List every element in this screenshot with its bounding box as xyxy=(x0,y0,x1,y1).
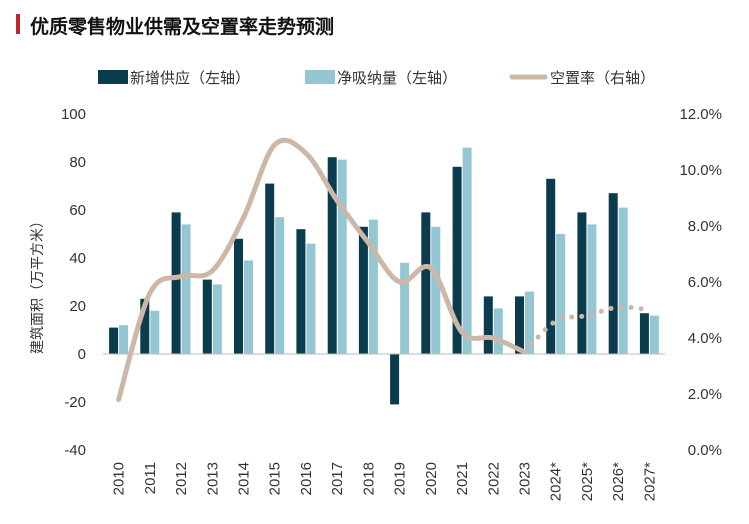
bar-net-absorption xyxy=(337,159,347,354)
x-tick-label: 2020 xyxy=(423,462,440,495)
bar-new-supply xyxy=(608,193,618,354)
y-tick-label: -20 xyxy=(64,394,86,411)
bar-new-supply xyxy=(234,238,243,354)
bar-net-absorption xyxy=(400,262,410,354)
vacancy-line xyxy=(116,137,652,403)
bar-new-supply xyxy=(452,166,462,354)
y2-tick-label: 4.0% xyxy=(688,330,722,347)
x-tick-label: 2017 xyxy=(329,462,346,495)
y-tick-label: -40 xyxy=(64,442,86,459)
bar-new-supply xyxy=(639,313,649,354)
bar-net-absorption xyxy=(244,260,253,354)
bar-new-supply xyxy=(265,183,275,354)
x-tick-label: 2025* xyxy=(579,462,596,501)
bar-net-absorption xyxy=(462,147,472,354)
bar-net-absorption xyxy=(431,226,441,354)
vacancy-line-actual xyxy=(116,137,527,403)
bar-new-supply xyxy=(546,178,556,354)
x-tick-label: 2013 xyxy=(204,462,221,495)
x-axis-ticks: 2010 2011 2012 2013 2014 2015 2016 2017 2018 2019… xyxy=(111,462,659,501)
bar-net-absorption xyxy=(525,291,534,354)
bar-net-absorption xyxy=(649,315,659,354)
bar-net-absorption xyxy=(119,325,129,354)
y-tick-label: 60 xyxy=(69,202,86,219)
x-tick-label: 2016 xyxy=(298,462,315,495)
y-tick-label: 80 xyxy=(69,154,86,171)
x-tick-label: 2026* xyxy=(610,462,627,501)
x-tick-label: 2021 xyxy=(454,462,471,495)
bar-net-absorption xyxy=(618,207,628,354)
y-tick-label: 100 xyxy=(61,106,86,123)
y2-tick-label: 12.0% xyxy=(679,106,722,123)
y2-tick-label: 6.0% xyxy=(688,274,722,291)
x-tick-label: 2018 xyxy=(360,462,377,495)
bar-net-absorption xyxy=(275,217,285,354)
legend-swatch-net-absorption xyxy=(305,70,335,84)
bar-new-supply xyxy=(202,279,212,354)
vacancy-line-forecast xyxy=(522,304,652,355)
y-axis-label: 建筑面积（万平方米） xyxy=(30,214,46,354)
bar-net-absorption xyxy=(368,219,378,354)
bar-new-supply xyxy=(171,212,181,354)
y2-tick-label: 10.0% xyxy=(679,162,722,179)
legend-label-new-supply: 新增供应（左轴） xyxy=(130,69,250,87)
y-tick-label: 0 xyxy=(78,346,86,363)
x-tick-label: 2014 xyxy=(236,462,253,495)
chart-title: 优质零售物业供需及空置率走势预测 xyxy=(30,16,335,38)
y-tick-label: 40 xyxy=(69,250,86,267)
bar-new-supply xyxy=(390,354,400,405)
bar-new-supply xyxy=(140,298,150,354)
bar-net-absorption xyxy=(587,224,597,354)
x-tick-label: 2027* xyxy=(641,462,658,501)
bar-new-supply xyxy=(577,212,587,354)
bar-new-supply xyxy=(483,296,493,354)
legend-label-net-absorption: 净吸纳量（左轴） xyxy=(337,69,457,87)
bar-net-absorption xyxy=(556,234,566,354)
bar-new-supply xyxy=(515,296,524,354)
x-tick-label: 2022 xyxy=(485,462,502,495)
y2-tick-label: 2.0% xyxy=(688,386,722,403)
bar-new-supply xyxy=(109,327,119,354)
bar-net-absorption xyxy=(212,284,222,354)
bar-net-absorption xyxy=(493,308,503,354)
bar-new-supply xyxy=(421,212,431,354)
legend-swatch-new-supply xyxy=(98,70,128,84)
y2-axis-ticks: 12.0% 10.0% 8.0% 6.0% 4.0% 2.0% 0.0% xyxy=(679,106,722,459)
bar-net-absorption xyxy=(181,224,191,354)
bar-new-supply xyxy=(296,229,306,354)
bars xyxy=(109,147,659,405)
bar-new-supply xyxy=(358,226,368,354)
x-tick-label: 2024* xyxy=(548,462,565,501)
x-tick-label: 2012 xyxy=(173,462,190,495)
y2-tick-label: 0.0% xyxy=(688,442,722,459)
x-tick-label: 2023 xyxy=(517,462,534,495)
bar-net-absorption xyxy=(306,243,316,354)
legend-label-vacancy: 空置率（右轴） xyxy=(550,69,655,87)
title-accent-bar xyxy=(16,14,20,34)
legend: 新增供应（左轴） 净吸纳量（左轴） 空置率（右轴） xyxy=(98,69,655,87)
x-tick-label: 2010 xyxy=(111,462,128,495)
y-axis-ticks: 100 80 60 40 20 0 -20 -40 xyxy=(61,106,86,459)
x-tick-label: 2011 xyxy=(142,462,159,494)
y-tick-label: 20 xyxy=(69,298,86,315)
x-tick-label: 2015 xyxy=(267,462,284,495)
bar-net-absorption xyxy=(150,310,160,354)
y2-tick-label: 8.0% xyxy=(688,218,722,235)
bar-new-supply xyxy=(327,157,337,354)
x-tick-label: 2019 xyxy=(392,462,409,495)
